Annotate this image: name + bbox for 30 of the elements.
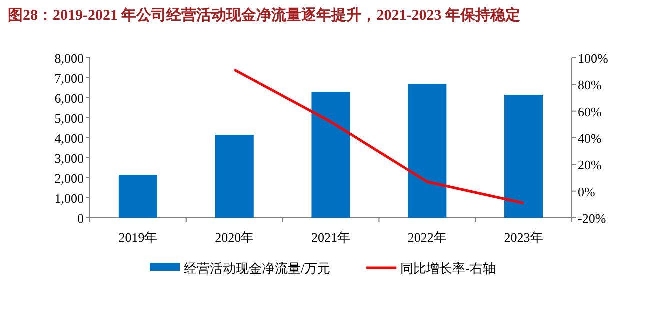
y2-tick-label: -20% — [578, 211, 606, 226]
x-tick-label: 2023年 — [504, 230, 544, 245]
x-tick-label: 2019年 — [118, 230, 158, 245]
x-tick-label: 2021年 — [312, 230, 350, 245]
bar — [118, 175, 158, 218]
y2-tick-label: 100% — [578, 51, 608, 66]
y-tick-label: 0 — [78, 211, 84, 226]
line-series — [233, 68, 526, 205]
y2-tick-label: 80% — [578, 78, 602, 93]
y-tick-label: 4,000 — [54, 131, 84, 146]
y-tick-label: 6,000 — [54, 91, 84, 106]
bar — [504, 95, 544, 218]
y-tick-label: 5,000 — [54, 111, 84, 126]
x-tick-label: 2022年 — [408, 230, 447, 245]
y-tick-label: 7,000 — [54, 71, 84, 86]
x-tick-label: 2020年 — [215, 230, 254, 245]
bar — [408, 84, 447, 218]
y2-tick-label: 20% — [578, 158, 602, 173]
y-tick-label: 2,000 — [54, 171, 84, 186]
legend-label: 经营活动现金净流量/万元 — [184, 261, 331, 276]
y-tick-label: 8,000 — [54, 51, 84, 66]
bar — [215, 135, 254, 218]
bar — [312, 92, 350, 218]
chart-title: 图28：2019-2021 年公司经营活动现金净流量逐年提升，2021-2023 年保持稳定 — [8, 6, 520, 24]
y2-tick-label: 0% — [578, 184, 596, 200]
y2-tick-label: 60% — [578, 104, 602, 120]
y-tick-label: 3,000 — [54, 151, 84, 166]
legend-label: 同比增长率-右轴 — [400, 261, 496, 276]
y2-tick-label: 40% — [578, 131, 602, 146]
y-tick-label: 1,000 — [54, 191, 84, 206]
